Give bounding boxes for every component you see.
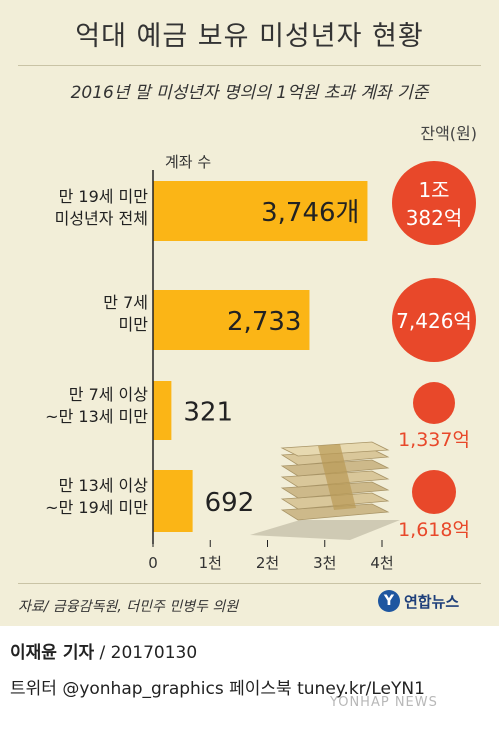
balance-circle (413, 382, 455, 424)
category-label-line: ~만 19세 미만 (45, 498, 148, 517)
category-label-line: ~만 13세 미만 (45, 407, 148, 426)
category-label: 만 19세 미만 미성년자 전체 (55, 186, 148, 230)
money-stack-band (318, 444, 356, 510)
x-tick-label: 4천 (370, 554, 393, 572)
bar (153, 381, 172, 440)
x-tick-label: 0 (148, 554, 158, 572)
x-tick-label: 2천 (256, 554, 279, 572)
balance-label: 1,337억 (398, 429, 470, 451)
x-tick-label: 1천 (199, 554, 222, 572)
balance-circle (392, 278, 476, 362)
bar (153, 470, 193, 532)
yonhap-watermark: YONHAP NEWS (330, 695, 438, 710)
category-label-line: 만 19세 미만 (58, 187, 148, 206)
publish-date: / 20170130 (99, 643, 198, 663)
balance-label: 1,618억 (398, 519, 470, 541)
category-label: 만 7세 이상 ~만 13세 미만 (45, 384, 148, 428)
chart-subtitle: 2016년 말 미성년자 명의의 1억원 초과 계좌 기준 (70, 83, 429, 103)
balance-label: 7,426억 (396, 309, 472, 333)
bar-value-label: 3,746개 (261, 198, 359, 228)
yonhap-logo-text: 연합뉴스 (404, 592, 460, 611)
bar (153, 181, 368, 241)
bar-value-label: 321 (183, 398, 233, 428)
social-links: 트위터 @yonhap_graphics 페이스북 tuney.kr/LeYN1 (10, 679, 425, 699)
balance-circle (392, 161, 476, 245)
yonhap-logo: Y 연합뉴스 (378, 590, 459, 612)
money-stack-illustration (250, 441, 400, 540)
balance-label: 1조 (418, 178, 449, 202)
chart-title: 억대 예금 보유 미성년자 현황 (75, 21, 424, 52)
money-stack-shadow (250, 520, 400, 540)
balance-circle (412, 470, 456, 514)
bar-chart: 3,746개 2,733 321 692 0 1천 2천 3천 4천 1조 382억 7,426억 1,… (148, 161, 476, 572)
source-note: 자료/ 금융감독원, 더민주 민병두 의원 (18, 599, 239, 615)
category-label: 만 7세 미만 (103, 292, 148, 336)
bar (153, 290, 310, 350)
title-divider (18, 65, 481, 66)
category-label-line: 만 13세 이상 (58, 476, 148, 495)
yonhap-logo-icon: Y (378, 590, 400, 612)
reporter-name: 이재윤 기자 (10, 643, 95, 663)
byline: 이재윤 기자 / 20170130 (10, 638, 197, 663)
source-divider (18, 583, 481, 584)
x-tick-label: 3천 (313, 554, 336, 572)
bar-value-label: 2,733 (227, 307, 301, 337)
x-axis-title: 계좌 수 (165, 153, 212, 171)
balance-label: 382억 (406, 206, 463, 230)
bar-value-label: 692 (205, 488, 255, 518)
category-label-line: 만 7세 (103, 293, 148, 312)
category-label: 만 13세 이상 ~만 19세 미만 (45, 475, 148, 519)
category-label-line: 만 7세 이상 (68, 385, 148, 404)
category-label-line: 미만 (118, 315, 148, 334)
category-label-line: 미성년자 전체 (54, 209, 148, 228)
balance-unit-label: 잔액(원) (420, 124, 477, 143)
